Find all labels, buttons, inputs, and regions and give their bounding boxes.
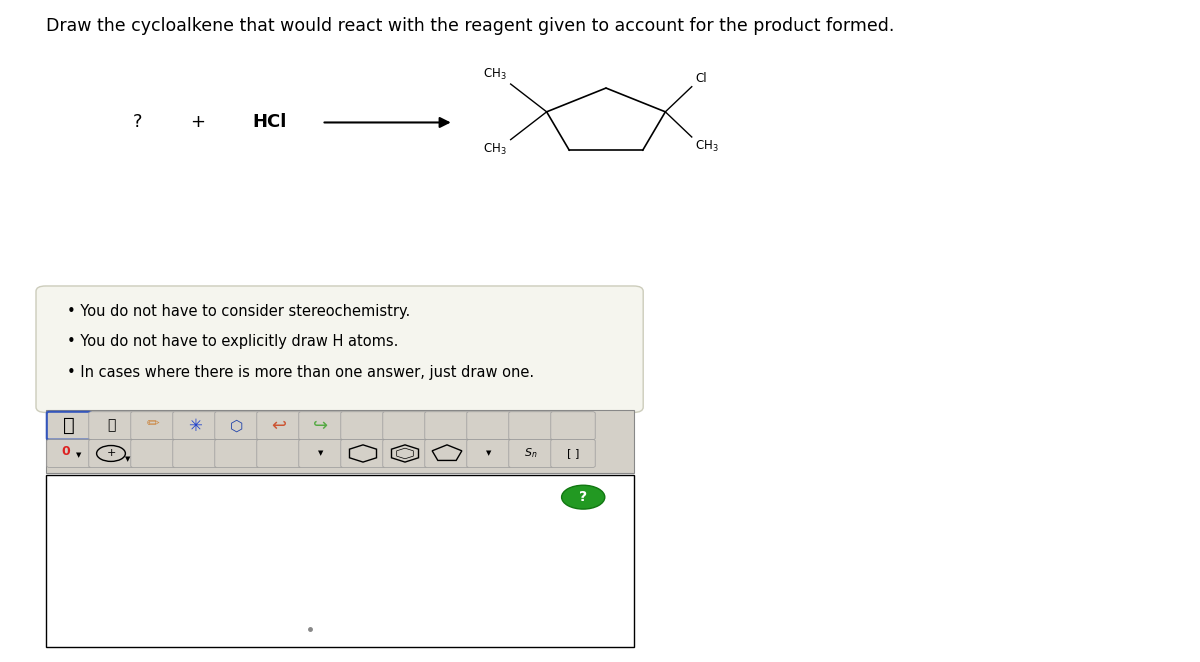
FancyBboxPatch shape [215,412,259,440]
FancyBboxPatch shape [36,286,643,412]
Text: ▼: ▼ [76,452,82,459]
FancyBboxPatch shape [173,440,217,467]
FancyBboxPatch shape [215,440,259,467]
FancyBboxPatch shape [509,440,553,467]
FancyBboxPatch shape [89,412,133,440]
Text: CH$_3$: CH$_3$ [695,139,719,154]
FancyBboxPatch shape [425,440,469,467]
Text: ▼: ▼ [125,455,131,462]
Text: Draw the cycloalkene that would react with the reagent given to account for the : Draw the cycloalkene that would react wi… [46,17,894,34]
Text: ↩: ↩ [271,416,287,435]
FancyBboxPatch shape [467,412,511,440]
FancyBboxPatch shape [509,412,553,440]
Text: +: + [191,113,205,132]
Text: ▼: ▼ [318,450,324,457]
Text: ?: ? [580,490,587,504]
Text: 0: 0 [61,445,70,458]
FancyBboxPatch shape [46,410,634,473]
Text: 🧪: 🧪 [107,418,115,433]
FancyBboxPatch shape [341,440,385,467]
Text: HCl: HCl [253,113,287,132]
Text: ⬡: ⬡ [230,418,244,433]
FancyBboxPatch shape [551,412,595,440]
Text: +: + [107,448,115,459]
Text: CH$_3$: CH$_3$ [484,142,508,157]
FancyBboxPatch shape [47,440,91,467]
FancyBboxPatch shape [89,440,133,467]
FancyBboxPatch shape [383,412,427,440]
Text: ✳: ✳ [188,416,202,435]
Text: • You do not have to explicitly draw H atoms.: • You do not have to explicitly draw H a… [67,334,398,349]
FancyBboxPatch shape [257,412,301,440]
FancyBboxPatch shape [383,440,427,467]
FancyBboxPatch shape [299,440,343,467]
Text: [ ]: [ ] [566,448,580,459]
FancyBboxPatch shape [299,412,343,440]
Text: CH$_3$: CH$_3$ [484,67,508,82]
FancyBboxPatch shape [131,412,175,440]
Text: $\mathit{S}_n$: $\mathit{S}_n$ [524,447,538,460]
FancyBboxPatch shape [425,412,469,440]
FancyBboxPatch shape [46,475,634,647]
Text: • In cases where there is more than one answer, just draw one.: • In cases where there is more than one … [67,365,534,379]
Text: ↪: ↪ [313,416,329,435]
FancyBboxPatch shape [131,440,175,467]
FancyBboxPatch shape [257,440,301,467]
Text: ?: ? [133,113,143,132]
Text: • You do not have to consider stereochemistry.: • You do not have to consider stereochem… [67,304,410,318]
Text: ✋: ✋ [64,416,74,435]
FancyBboxPatch shape [341,412,385,440]
FancyBboxPatch shape [551,440,595,467]
Text: Cl: Cl [695,71,707,85]
Text: ▼: ▼ [486,450,492,457]
FancyBboxPatch shape [467,440,511,467]
FancyBboxPatch shape [47,412,91,440]
Circle shape [562,485,605,509]
Text: ✏: ✏ [146,416,160,431]
FancyBboxPatch shape [173,412,217,440]
